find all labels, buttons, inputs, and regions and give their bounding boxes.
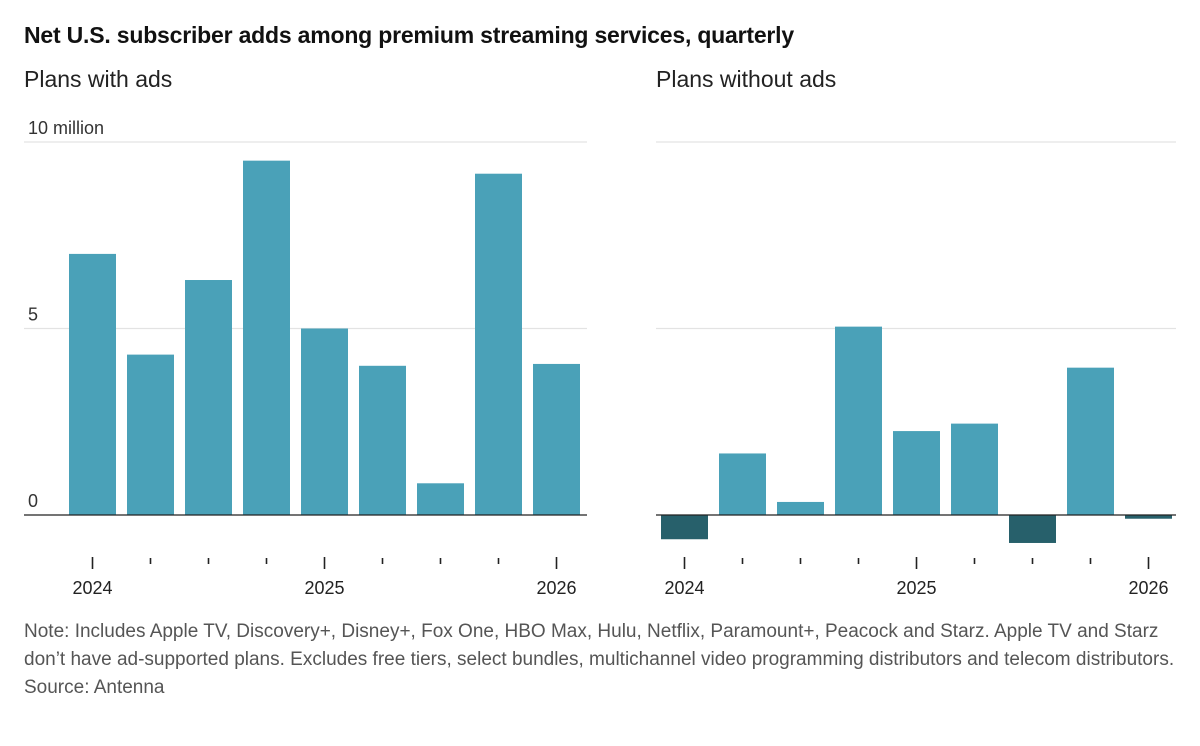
without-ads-bar-0 <box>661 515 708 540</box>
with-ads-bar-5 <box>359 365 406 515</box>
with-ads-ytick-label-5: 5 <box>28 305 38 325</box>
without-ads-bar-8 <box>1125 515 1172 519</box>
panel-title-without-ads: Plans without ads <box>656 66 837 92</box>
without-ads-bar-3 <box>835 326 882 515</box>
with-ads-bar-4 <box>301 328 348 515</box>
with-ads-bar-1 <box>127 354 174 515</box>
with-ads-bar-0 <box>69 253 116 515</box>
panel-title-with-ads: Plans with ads <box>24 66 173 92</box>
without-ads-bar-2 <box>777 501 824 515</box>
with-ads-ytick-label-10: 10 million <box>28 118 104 138</box>
with-ads-xtick-label-2025: 2025 <box>304 578 344 598</box>
charts-svg: 0 5 10 million 2024 2025 2026 2024 2025 2026 <box>24 118 1176 598</box>
with-ads-ytick-label-0: 0 <box>28 491 38 511</box>
without-ads-bar-5 <box>951 423 998 515</box>
without-ads-xtick-label-2024: 2024 <box>664 578 704 598</box>
with-ads-xtick-label-2026: 2026 <box>536 578 576 598</box>
without-ads-bar-4 <box>893 431 940 515</box>
with-ads-bar-7 <box>475 173 522 515</box>
without-ads-bar-7 <box>1067 367 1114 515</box>
with-ads-xtick-label-2024: 2024 <box>72 578 112 598</box>
without-ads-bar-6 <box>1009 515 1056 543</box>
without-ads-bar-1 <box>719 453 766 515</box>
footnote-note: Note: Includes Apple TV, Discovery+, Dis… <box>24 621 1175 670</box>
without-ads-xtick-label-2025: 2025 <box>896 578 936 598</box>
chart-title: Net U.S. subscriber adds among premium s… <box>24 22 794 48</box>
with-ads-bar-6 <box>417 483 464 515</box>
footnote: Note: Includes Apple TV, Discovery+, Dis… <box>24 618 1184 702</box>
footnote-source: Source: Antenna <box>24 677 165 698</box>
with-ads-bar-8 <box>533 363 580 515</box>
with-ads-bar-2 <box>185 280 232 515</box>
with-ads-bar-3 <box>243 160 290 515</box>
without-ads-xtick-label-2026: 2026 <box>1128 578 1168 598</box>
